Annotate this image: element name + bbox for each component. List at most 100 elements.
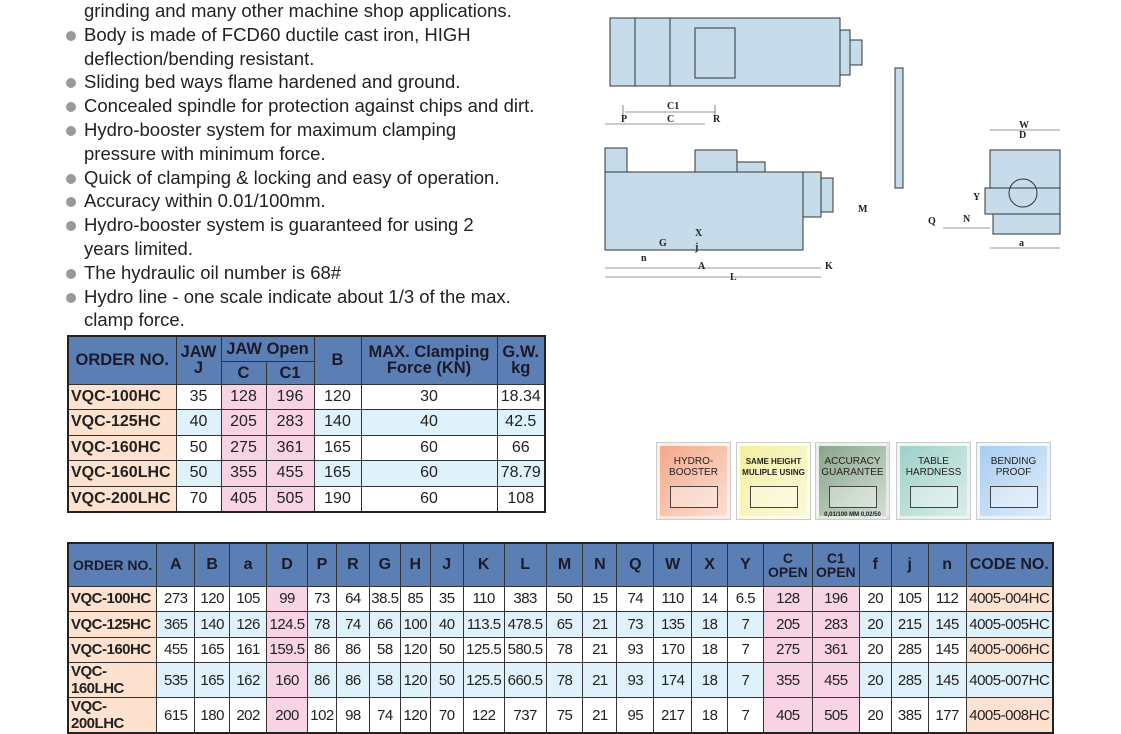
col-header: D: [266, 542, 309, 587]
table-cell: 20: [858, 585, 892, 612]
badge-label: BENDING: [990, 456, 1037, 467]
table-cell: 60: [360, 460, 498, 487]
table-cell: 21: [582, 611, 618, 638]
col-header: J: [429, 542, 464, 587]
table-cell: 7: [727, 611, 764, 638]
table-cell: 86: [307, 662, 337, 698]
col-header: A: [156, 542, 196, 587]
table-cell: 86: [335, 636, 370, 663]
table-cell: 73: [616, 611, 655, 638]
table-cell: 145: [927, 636, 967, 663]
table-cell: 20: [858, 636, 892, 663]
table-cell: 40: [175, 409, 222, 436]
table-cell: 70: [175, 485, 222, 512]
col-max-clamping: MAX. Clamping Force (KN): [360, 335, 498, 385]
table-cell: 405: [220, 485, 267, 512]
table-cell: 38.5: [368, 585, 401, 612]
table-cell: 202: [229, 697, 268, 734]
table-cell: 93: [616, 636, 655, 663]
dim-c: C: [667, 114, 674, 125]
table-cell: 110: [462, 585, 505, 612]
table-cell: 66: [368, 611, 401, 638]
dim-n: n: [641, 253, 647, 264]
table-cell: 78: [307, 611, 337, 638]
feature-item: years limited.: [84, 237, 193, 259]
col-jaw: JAW J: [175, 335, 222, 385]
table-cell: 6.5: [727, 585, 764, 612]
order-no-cell: VQC-160HC: [67, 636, 158, 663]
table-cell: 100: [399, 611, 431, 638]
code-no-cell: 4005-007HC: [965, 662, 1054, 698]
col-header: n: [927, 542, 967, 587]
table-cell: 505: [811, 697, 860, 734]
table-cell: 105: [890, 585, 929, 612]
feature-item: Hydro-booster system for maximum clampin…: [65, 118, 575, 142]
table-cell: 275: [762, 636, 813, 663]
table-cell: 58: [368, 636, 401, 663]
order-no-cell: VQC-200LHC: [67, 697, 158, 734]
table-cell: 35: [175, 383, 222, 410]
feature-badge: BENDING PROOF: [977, 443, 1050, 519]
col-header: CODE NO.: [965, 542, 1054, 587]
table-cell: 74: [616, 585, 655, 612]
table-cell: 7: [727, 662, 764, 698]
table-cell: 505: [265, 485, 315, 512]
table-cell: 18: [691, 611, 729, 638]
table-cell: 120: [194, 585, 231, 612]
col-header: j: [890, 542, 929, 587]
table-cell: 60: [360, 485, 498, 512]
table-cell: 35: [429, 585, 464, 612]
col-header: ORDER NO.: [67, 542, 158, 587]
table-cell: 283: [265, 409, 315, 436]
dim-r: R: [713, 114, 721, 125]
order-no-cell: VQC-100HC: [67, 585, 158, 612]
col-order-no: ORDER NO.: [67, 335, 177, 385]
table-cell: 95: [616, 697, 655, 734]
feature-item: pressure with minimum force.: [84, 142, 326, 164]
table-cell: 78: [545, 662, 584, 698]
table-cell: 21: [582, 662, 618, 698]
table-cell: 455: [156, 636, 196, 663]
table-cell: 405: [762, 697, 813, 734]
table-cell: 285: [890, 636, 929, 663]
feature-item: Hydro line - one scale indicate about 1/…: [65, 285, 575, 309]
table-cell: 85: [399, 585, 431, 612]
col-header: C1 OPEN: [811, 542, 860, 587]
table-cell: 74: [335, 611, 370, 638]
table-cell: 120: [399, 636, 431, 663]
col-header: Y: [727, 542, 764, 587]
badge-label: PROOF: [995, 467, 1032, 478]
table-cell: 78: [545, 636, 584, 663]
table-cell: 50: [429, 636, 464, 663]
table-cell: 112: [927, 585, 967, 612]
table-cell: 196: [811, 585, 860, 612]
feature-item: deflection/bending resistant.: [84, 47, 315, 69]
table-cell: 50: [545, 585, 584, 612]
badge-label: ACCURACY: [824, 456, 881, 467]
badge-label: MULIPLE USING: [742, 468, 805, 477]
table-row: VQC-100HC 35 128 196 120 30 18.34: [67, 383, 546, 410]
table-cell: 78.79: [496, 460, 546, 487]
table-cell: 86: [335, 662, 370, 698]
table-cell: 140: [313, 409, 362, 436]
table-cell: 126: [229, 611, 268, 638]
table-row: VQC-160HC 455 165 161 159.5 86 86 58 120 50 125.5 5…: [67, 636, 1054, 663]
table-cell: 74: [368, 697, 401, 734]
table-cell: 165: [313, 434, 362, 461]
dim-c1: C1: [667, 101, 679, 112]
table-cell: 135: [653, 611, 693, 638]
table-cell: 98: [335, 697, 370, 734]
table-cell: 145: [927, 662, 967, 698]
feature-badge: ACCURACY GUARANTEE 0,01/100 MM 0,02/50: [816, 443, 889, 519]
order-no-cell: VQC-160LHC: [67, 460, 177, 487]
table-cell: 70: [429, 697, 464, 734]
table-cell: 30: [360, 383, 498, 410]
table-cell: 177: [927, 697, 967, 734]
table-cell: 7: [727, 636, 764, 663]
table-cell: 273: [156, 585, 196, 612]
table-cell: 40: [429, 611, 464, 638]
table-cell: 615: [156, 697, 196, 734]
table-cell: 160: [266, 662, 309, 698]
table-row: VQC-125HC 40 205 283 140 40 42.5: [67, 409, 546, 436]
table-cell: 737: [503, 697, 547, 734]
